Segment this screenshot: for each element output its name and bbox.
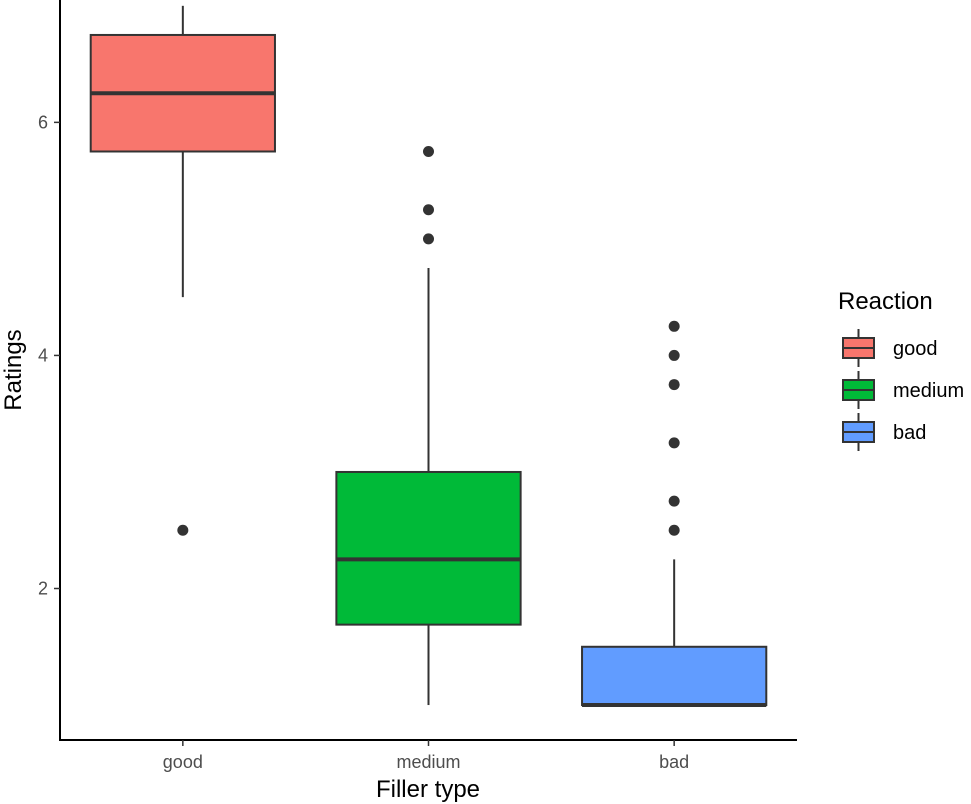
box-rect	[581, 645, 768, 707]
legend-key-good	[842, 329, 875, 367]
box-good	[89, 5, 276, 536]
legend-label: bad	[893, 422, 926, 444]
outlier-point	[668, 379, 680, 391]
x-axis-ticks: good medium bad	[163, 740, 689, 772]
legend-label: medium	[893, 380, 964, 402]
legend-label: good	[893, 338, 938, 360]
x-axis-title: Filler type	[376, 776, 480, 803]
y-tick-label: 4	[38, 345, 48, 365]
outlier-point	[668, 437, 680, 449]
box-bad	[581, 320, 768, 708]
y-tick-label: 2	[38, 579, 48, 599]
outlier-point	[668, 349, 680, 361]
legend-key-bad	[842, 413, 875, 451]
legend-title: Reaction	[838, 288, 933, 315]
outlier-point	[423, 145, 434, 157]
x-tick-label: good	[163, 752, 203, 772]
plot-area	[89, 5, 768, 708]
box-medium	[335, 145, 522, 706]
legend: Reaction good medium bad	[838, 288, 964, 451]
y-axis-title: Ratings	[0, 329, 27, 410]
outlier-point	[668, 524, 680, 536]
outlier-point	[423, 233, 434, 245]
x-tick-label: medium	[396, 752, 460, 772]
outlier-point	[423, 204, 434, 216]
outlier-point	[177, 524, 189, 536]
outlier-point	[668, 320, 680, 332]
y-tick-label: 6	[38, 112, 48, 132]
y-axis-ticks: 2 4 6	[38, 112, 60, 599]
x-tick-label: bad	[659, 752, 689, 772]
box-rect	[335, 470, 522, 626]
outlier-point	[668, 495, 680, 507]
legend-key-medium	[842, 371, 875, 409]
